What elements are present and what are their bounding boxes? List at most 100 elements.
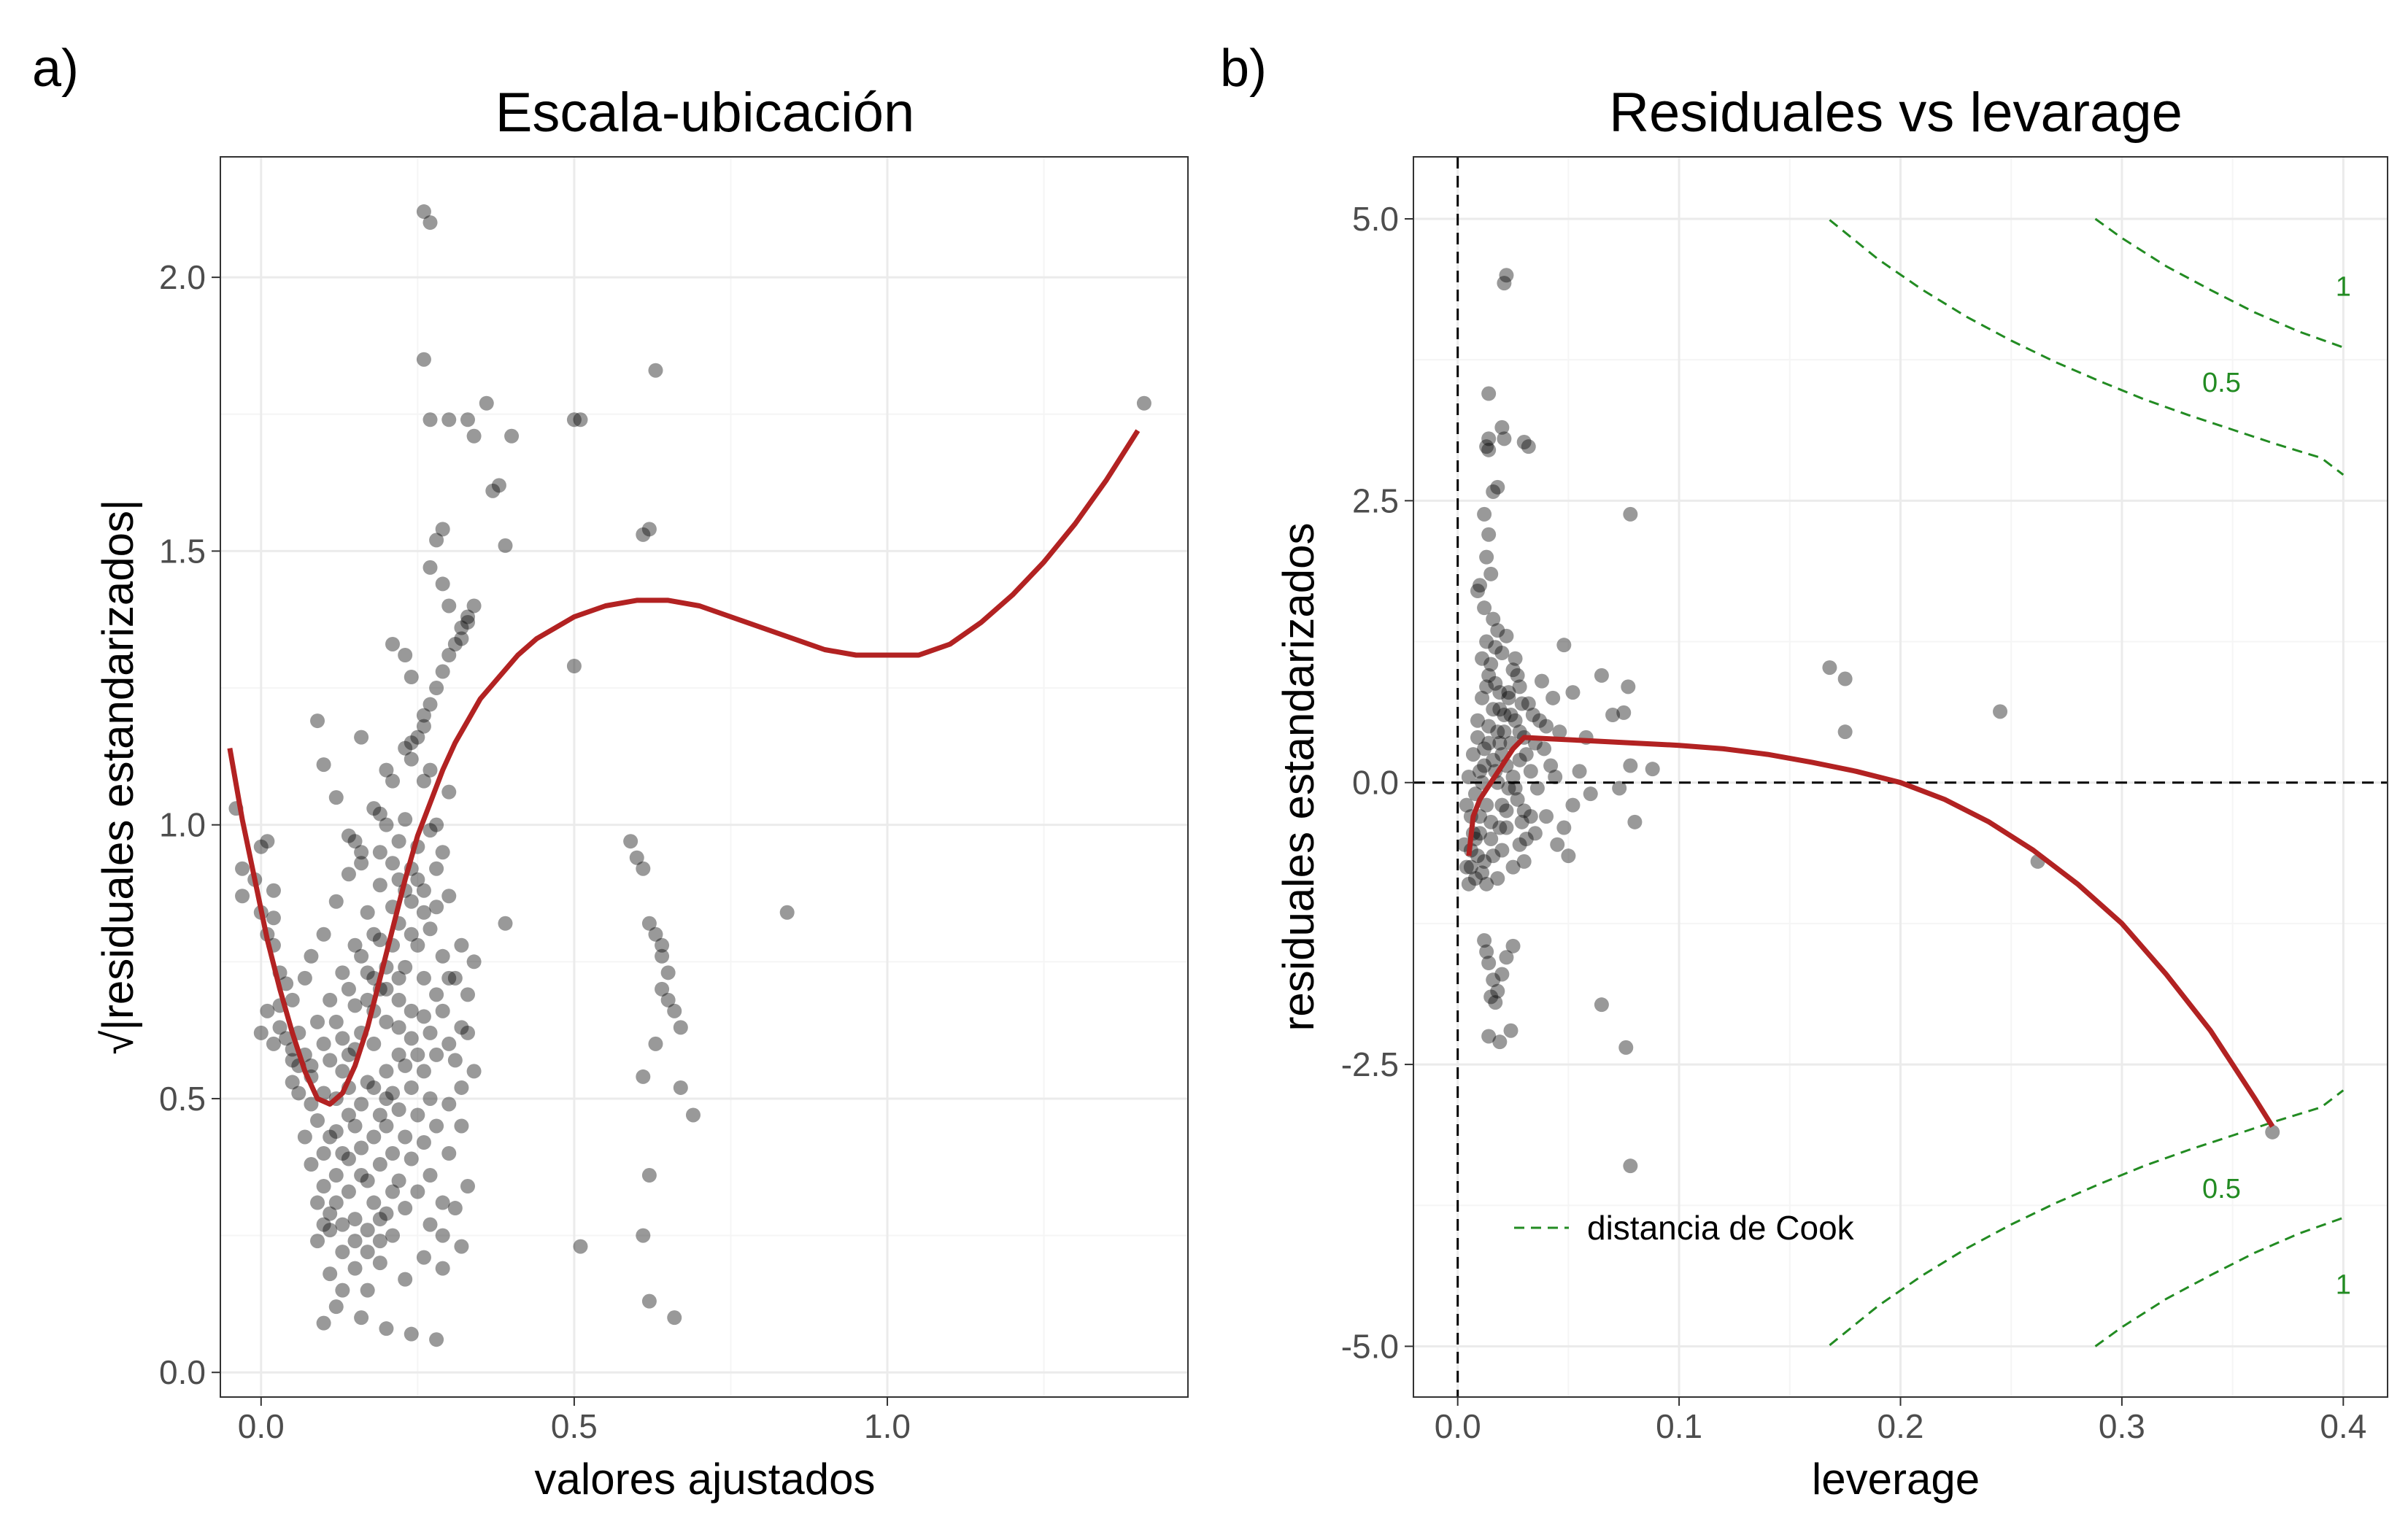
- panel-a-point: [441, 784, 457, 800]
- panel-a-point: [335, 965, 350, 980]
- panel-b-point: [1512, 837, 1527, 852]
- panel-a-point: [391, 1173, 406, 1188]
- panel-a-point: [335, 1217, 350, 1232]
- panel-a-point: [435, 1195, 450, 1210]
- panel-a-point: [310, 1014, 325, 1029]
- panel-a-point: [360, 1075, 375, 1090]
- panel-a-point: [422, 560, 438, 575]
- panel-a-point: [410, 1107, 425, 1123]
- panel-b-point: [1490, 724, 1505, 740]
- panel-b-point: [1497, 724, 1512, 740]
- panel-a-point: [636, 1069, 651, 1084]
- panel-a-point: [629, 850, 644, 865]
- panel-a-point: [253, 839, 269, 854]
- panel-a-point: [347, 937, 363, 953]
- panel-a-y-tick-label: 2.0: [159, 258, 206, 296]
- panel-a-point: [641, 522, 657, 537]
- panel-b-point: [1486, 848, 1501, 864]
- panel-a-point: [485, 483, 501, 498]
- panel-b-point: [1481, 719, 1497, 734]
- panel-b-point: [1490, 623, 1505, 638]
- panel-b-point: [1461, 876, 1476, 891]
- panel-b-point: [1822, 660, 1837, 676]
- panel-b-point: [1556, 820, 1572, 835]
- panel-b-point: [1492, 735, 1508, 751]
- panel-a-point: [347, 834, 363, 849]
- panel-b-point: [2265, 1124, 2280, 1140]
- panel-a-point: [636, 527, 651, 542]
- panel-a-point: [454, 1118, 469, 1134]
- panel-a-point: [266, 910, 281, 926]
- panel-b-point: [1494, 843, 1510, 858]
- panel-a-point: [460, 614, 476, 630]
- panel-a-point: [354, 1310, 369, 1326]
- panel-a-points: [228, 204, 1151, 1347]
- panel-a-point: [667, 1003, 682, 1018]
- panel-a-point: [429, 681, 444, 696]
- panel-a-point: [410, 1047, 425, 1062]
- panel-a-point: [479, 395, 494, 411]
- panel-a-point: [372, 1212, 387, 1227]
- panel-a-point: [398, 1272, 413, 1287]
- panel-a-point: [285, 992, 300, 1007]
- panel-a-point: [360, 1245, 375, 1260]
- panel-a-point: [404, 751, 419, 767]
- panel-b-point: [1483, 814, 1499, 829]
- panel-b-smooth: [1466, 735, 2275, 1128]
- panel-b-point: [1548, 770, 1563, 784]
- panel-b-point: [1459, 797, 1474, 813]
- panel-b-point: [1499, 950, 1514, 965]
- panel-a-point: [310, 1195, 325, 1210]
- panel-a-point: [429, 817, 444, 832]
- panel-a-point: [391, 834, 406, 849]
- panel-a-point: [372, 878, 387, 893]
- panel-a-point: [379, 1014, 394, 1029]
- panel-a-point: [429, 987, 444, 1002]
- panel-b-point: [1463, 859, 1478, 875]
- panel-b-point: [1492, 685, 1508, 700]
- panel-b-point: [1583, 786, 1598, 802]
- panel-b-point: [1486, 611, 1501, 627]
- panel-a-point: [422, 1217, 438, 1232]
- panel-a-point: [655, 948, 670, 964]
- panel-b-point: [1488, 640, 1503, 655]
- panel-a-point: [429, 861, 444, 876]
- panel-a-point: [360, 1283, 375, 1298]
- cook-contour-lower-0.5: [1829, 1089, 2345, 1347]
- panel-a-point: [328, 790, 344, 805]
- panel-a-point: [404, 1326, 419, 1342]
- panel-a-y-tick-label: 1.0: [159, 806, 206, 844]
- panel-b-point: [1479, 876, 1494, 891]
- panel-b-point: [1481, 735, 1497, 751]
- panel-a-point: [347, 998, 363, 1013]
- panel-b-point: [1477, 854, 1492, 869]
- panel-a-point: [260, 834, 275, 849]
- panel-b-point: [1479, 634, 1494, 649]
- panel-a-point: [316, 1315, 331, 1331]
- panel-b-point: [1488, 995, 1503, 1010]
- panel-a-point: [410, 1184, 425, 1199]
- panel-a-point: [323, 1206, 338, 1221]
- panel-b-cook-labels: 1 0.5 0.5 1: [2202, 272, 2351, 1301]
- panel-b-point: [1525, 708, 1540, 722]
- panel-a-point: [304, 1058, 319, 1073]
- panel-b-point: [1539, 719, 1554, 734]
- panel-b-point: [1621, 679, 1636, 695]
- panel-a-point: [366, 1129, 382, 1145]
- panel-a-point: [410, 730, 425, 745]
- panel-a-point: [328, 1168, 344, 1183]
- panel-b-point: [1572, 764, 1587, 779]
- panel-a-point: [260, 1003, 275, 1018]
- panel-a-point: [441, 889, 457, 904]
- panel-a-point: [435, 1228, 450, 1243]
- panel-a-point: [291, 1086, 306, 1101]
- panel-a-point: [416, 883, 431, 898]
- cook-distance-label: 1: [2336, 272, 2351, 303]
- panel-a-point: [398, 1058, 413, 1073]
- panel-b-point: [1837, 671, 1853, 686]
- panel-a-point: [316, 1179, 331, 1194]
- panel-b-point: [1497, 431, 1512, 446]
- panel-a-point: [310, 1234, 325, 1249]
- panel-a-point: [648, 1036, 663, 1051]
- panel-a-point: [285, 1075, 300, 1090]
